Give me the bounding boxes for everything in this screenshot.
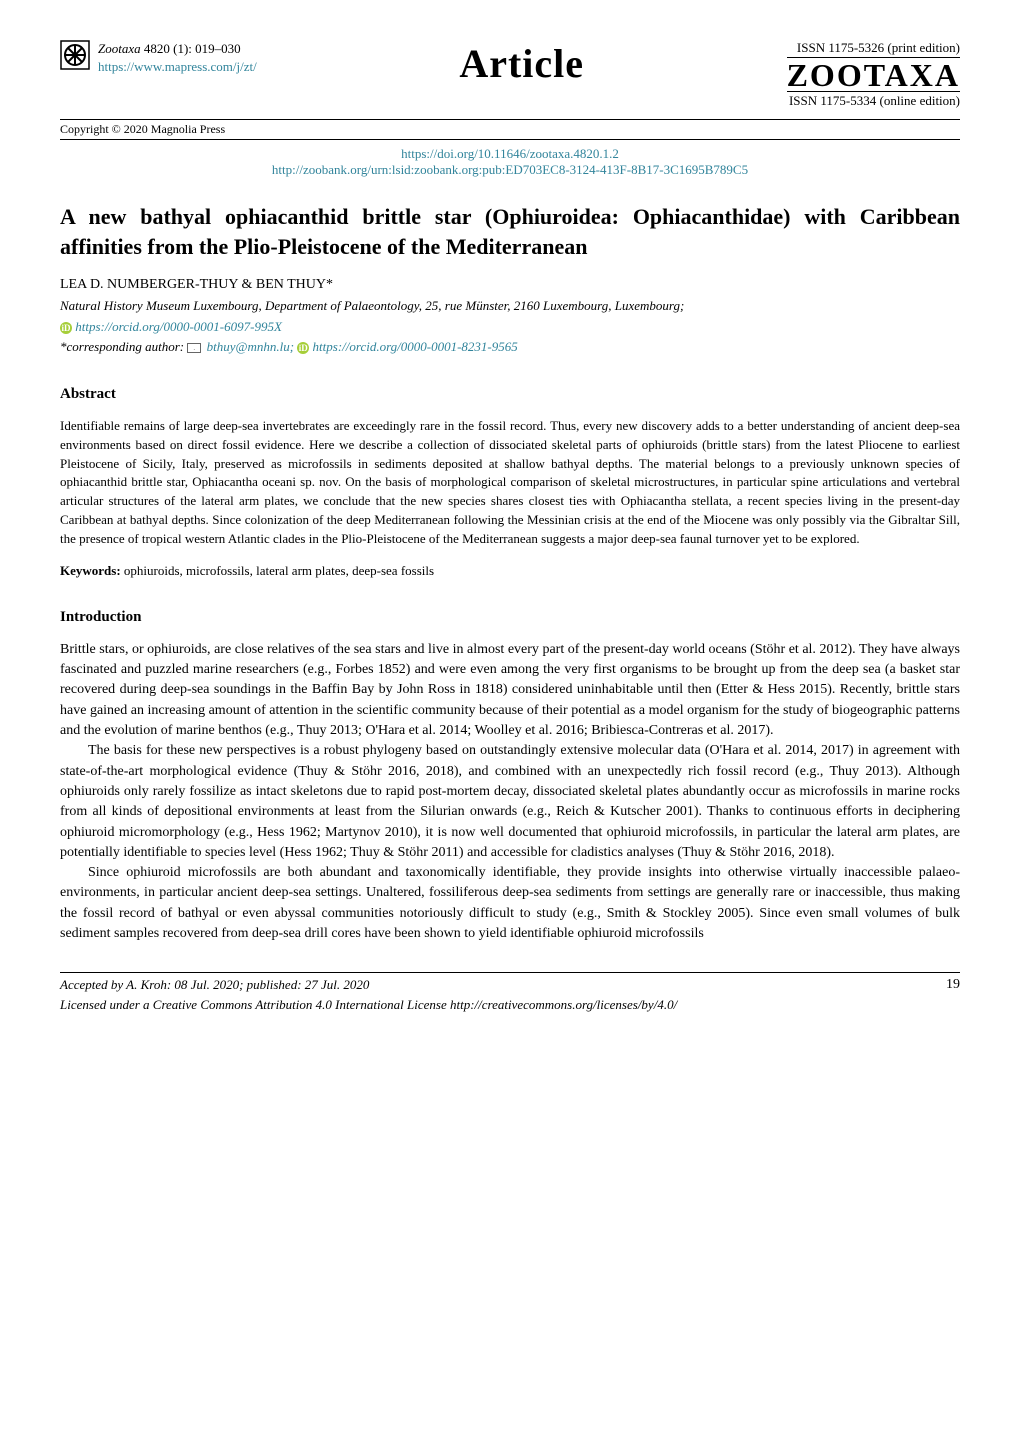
introduction-body: Brittle stars, or ophiuroids, are close … — [60, 640, 960, 944]
issn-online: ISSN 1175-5334 (online edition) — [787, 91, 960, 109]
intro-paragraph-3: Since ophiuroid microfossils are both ab… — [60, 863, 960, 944]
keywords-line: Keywords: ophiuroids, microfossils, late… — [60, 563, 960, 579]
orcid-link-2[interactable]: https://orcid.org/0000-0001-8231-9565 — [313, 339, 518, 354]
journal-name: Zootaxa — [98, 41, 141, 56]
intro-paragraph-1: Brittle stars, or ophiuroids, are close … — [60, 640, 960, 741]
accepted-text: Accepted by A. Kroh: 08 Jul. 2020; publi… — [60, 977, 369, 993]
affiliation: Natural History Museum Luxembourg, Depar… — [60, 297, 960, 315]
email-link[interactable]: bthuy@mnhn.lu; — [207, 339, 294, 354]
introduction-heading: Introduction — [60, 609, 960, 626]
copyright-text: Copyright © 2020 Magnolia Press — [60, 122, 225, 137]
copyright-row: Copyright © 2020 Magnolia Press — [60, 119, 960, 140]
orcid-link-1[interactable]: https://orcid.org/0000-0001-6097-995X — [75, 319, 282, 334]
keywords-text: ophiuroids, microfossils, lateral arm pl… — [121, 563, 434, 578]
journal-url-link[interactable]: https://www.mapress.com/j/zt/ — [98, 59, 257, 74]
header-row: Zootaxa 4820 (1): 019–030 https://www.ma… — [60, 40, 960, 109]
volume-issue: 4820 (1): 019–030 — [144, 41, 241, 56]
abstract-heading: Abstract — [60, 386, 960, 403]
corresponding-label: *corresponding author: — [60, 339, 184, 354]
intro-paragraph-2: The basis for these new perspectives is … — [60, 741, 960, 863]
authors: LEA D. NUMBERGER-THUY & BEN THUY* — [60, 277, 960, 293]
license-text: Licensed under a Creative Commons Attrib… — [60, 997, 960, 1013]
corresponding-row: *corresponding author: bthuy@mnhn.lu; iD… — [60, 338, 960, 356]
header-left: Zootaxa 4820 (1): 019–030 https://www.ma… — [60, 40, 257, 76]
journal-info: Zootaxa 4820 (1): 019–030 https://www.ma… — [98, 40, 257, 76]
header-center: Article — [257, 40, 787, 87]
doi-link[interactable]: https://doi.org/10.11646/zootaxa.4820.1.… — [401, 146, 619, 161]
orcid-icon: iD — [60, 322, 72, 334]
abstract-text: Identifiable remains of large deep-sea i… — [60, 417, 960, 549]
doi-section: https://doi.org/10.11646/zootaxa.4820.1.… — [60, 146, 960, 178]
article-title: A new bathyal ophiacanthid brittle star … — [60, 202, 960, 261]
zootaxa-brand: ZOOTAXA — [787, 59, 960, 91]
footer-row: Accepted by A. Kroh: 08 Jul. 2020; publi… — [60, 972, 960, 993]
email-icon — [187, 343, 201, 353]
header-right: ISSN 1175-5326 (print edition) ZOOTAXA I… — [787, 40, 960, 109]
keywords-label: Keywords: — [60, 563, 121, 578]
page-number: 19 — [946, 977, 960, 993]
orcid-icon: iD — [297, 342, 309, 354]
journal-logo-icon — [60, 40, 90, 70]
article-type-heading: Article — [257, 40, 787, 87]
zoobank-link[interactable]: http://zoobank.org/urn:lsid:zoobank.org:… — [272, 162, 748, 177]
issn-print: ISSN 1175-5326 (print edition) — [787, 40, 960, 58]
orcid-row-1: iD https://orcid.org/0000-0001-6097-995X — [60, 318, 960, 336]
